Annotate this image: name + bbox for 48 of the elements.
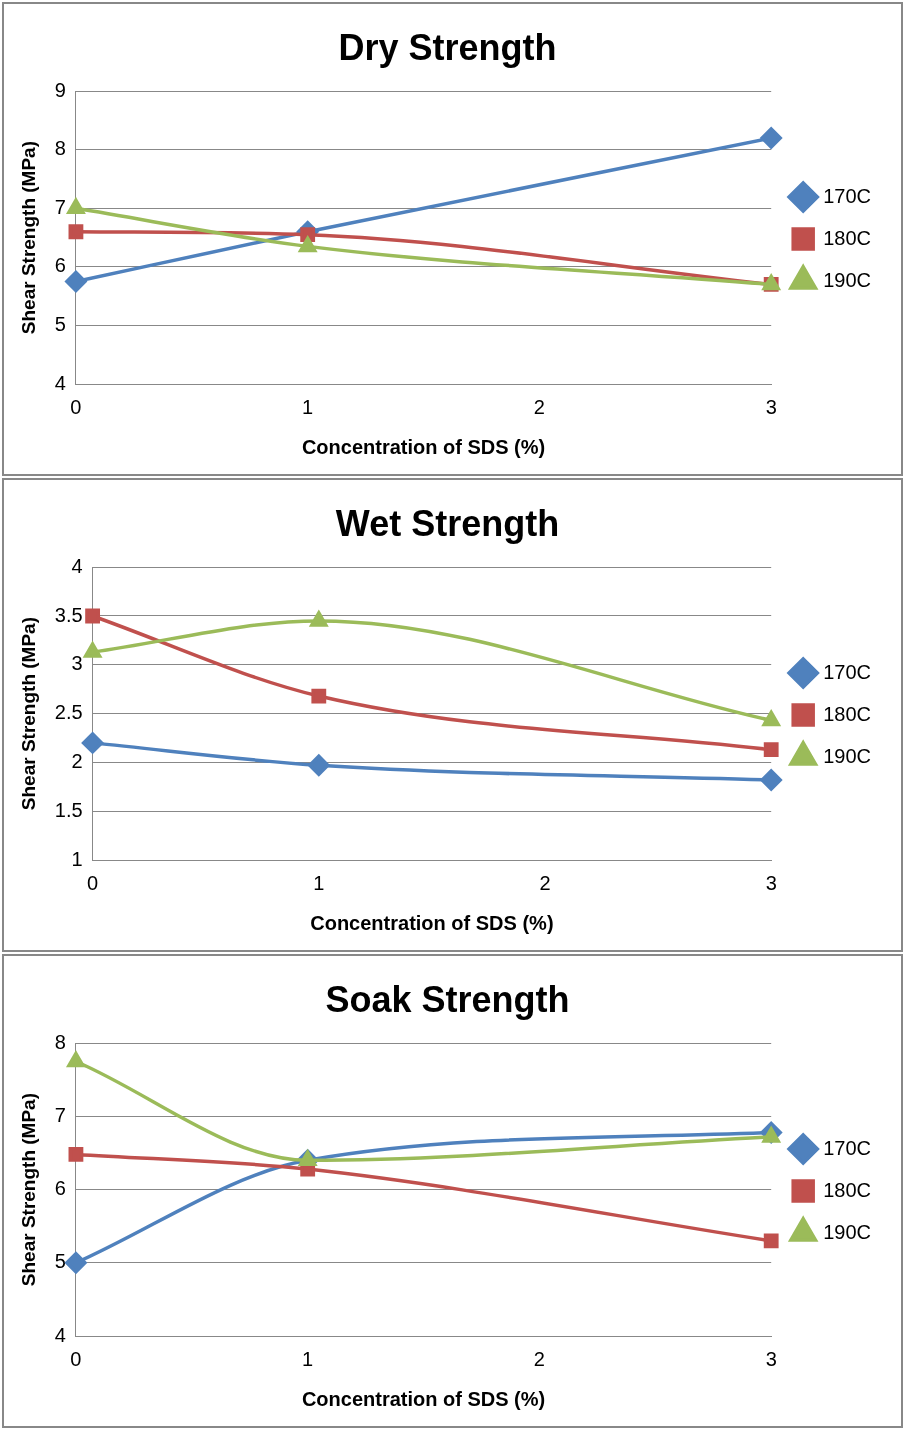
x-axis-title: Concentration of SDS (%) <box>310 911 554 934</box>
x-tick-label: 0 <box>87 871 99 894</box>
x-tick-label: 2 <box>533 395 545 418</box>
x-tick-label: 3 <box>765 871 777 894</box>
y-tick-label: 7 <box>54 1103 66 1126</box>
legend-label: 170C <box>823 1136 871 1159</box>
x-tick-label: 1 <box>302 395 314 418</box>
y-tick-label: 2.5 <box>54 701 83 724</box>
chart-title: Soak Strength <box>325 978 570 1020</box>
legend-label: 180C <box>823 1178 871 1201</box>
x-axis-title: Concentration of SDS (%) <box>301 435 546 458</box>
legend-label: 170C <box>823 660 871 683</box>
x-tick-label: 3 <box>765 395 777 418</box>
y-tick-label: 5 <box>54 1250 66 1273</box>
chart-title: Wet Strength <box>335 502 560 544</box>
legend-label: 180C <box>823 226 871 249</box>
y-tick-label: 2 <box>71 749 83 772</box>
legend-label: 190C <box>823 268 871 291</box>
x-tick-label: 1 <box>302 1347 314 1370</box>
chart-title: Dry Strength <box>338 26 557 68</box>
y-tick-label: 1.5 <box>54 798 83 821</box>
y-tick-label: 8 <box>54 137 66 160</box>
legend-label: 190C <box>823 1220 871 1243</box>
y-axis-title: Shear Strength (MPa) <box>17 617 39 811</box>
y-tick-label: 7 <box>54 195 66 218</box>
x-axis-title: Concentration of SDS (%) <box>301 1387 546 1410</box>
y-tick-label: 3 <box>71 652 83 675</box>
x-tick-label: 1 <box>313 871 325 894</box>
y-axis-title: Shear Strength (MPa) <box>17 1093 39 1287</box>
x-tick-label: 0 <box>70 395 82 418</box>
y-tick-label: 6 <box>54 254 66 277</box>
y-tick-label: 8 <box>54 1030 66 1053</box>
y-tick-label: 9 <box>54 78 66 101</box>
x-tick-label: 2 <box>533 1347 545 1370</box>
x-tick-label: 3 <box>765 1347 777 1370</box>
y-tick-label: 6 <box>54 1177 66 1200</box>
legend-label: 180C <box>823 702 871 725</box>
legend-label: 170C <box>823 184 871 207</box>
y-tick-label: 4 <box>54 1323 66 1346</box>
y-axis-title: Shear Strength (MPa) <box>17 141 39 335</box>
y-tick-label: 3.5 <box>54 603 83 626</box>
legend-label: 190C <box>823 744 871 767</box>
y-tick-label: 4 <box>71 554 83 577</box>
y-tick-label: 1 <box>71 847 83 870</box>
x-tick-label: 2 <box>539 871 551 894</box>
y-tick-label: 5 <box>54 312 66 335</box>
y-tick-label: 4 <box>54 371 66 394</box>
x-tick-label: 0 <box>70 1347 82 1370</box>
